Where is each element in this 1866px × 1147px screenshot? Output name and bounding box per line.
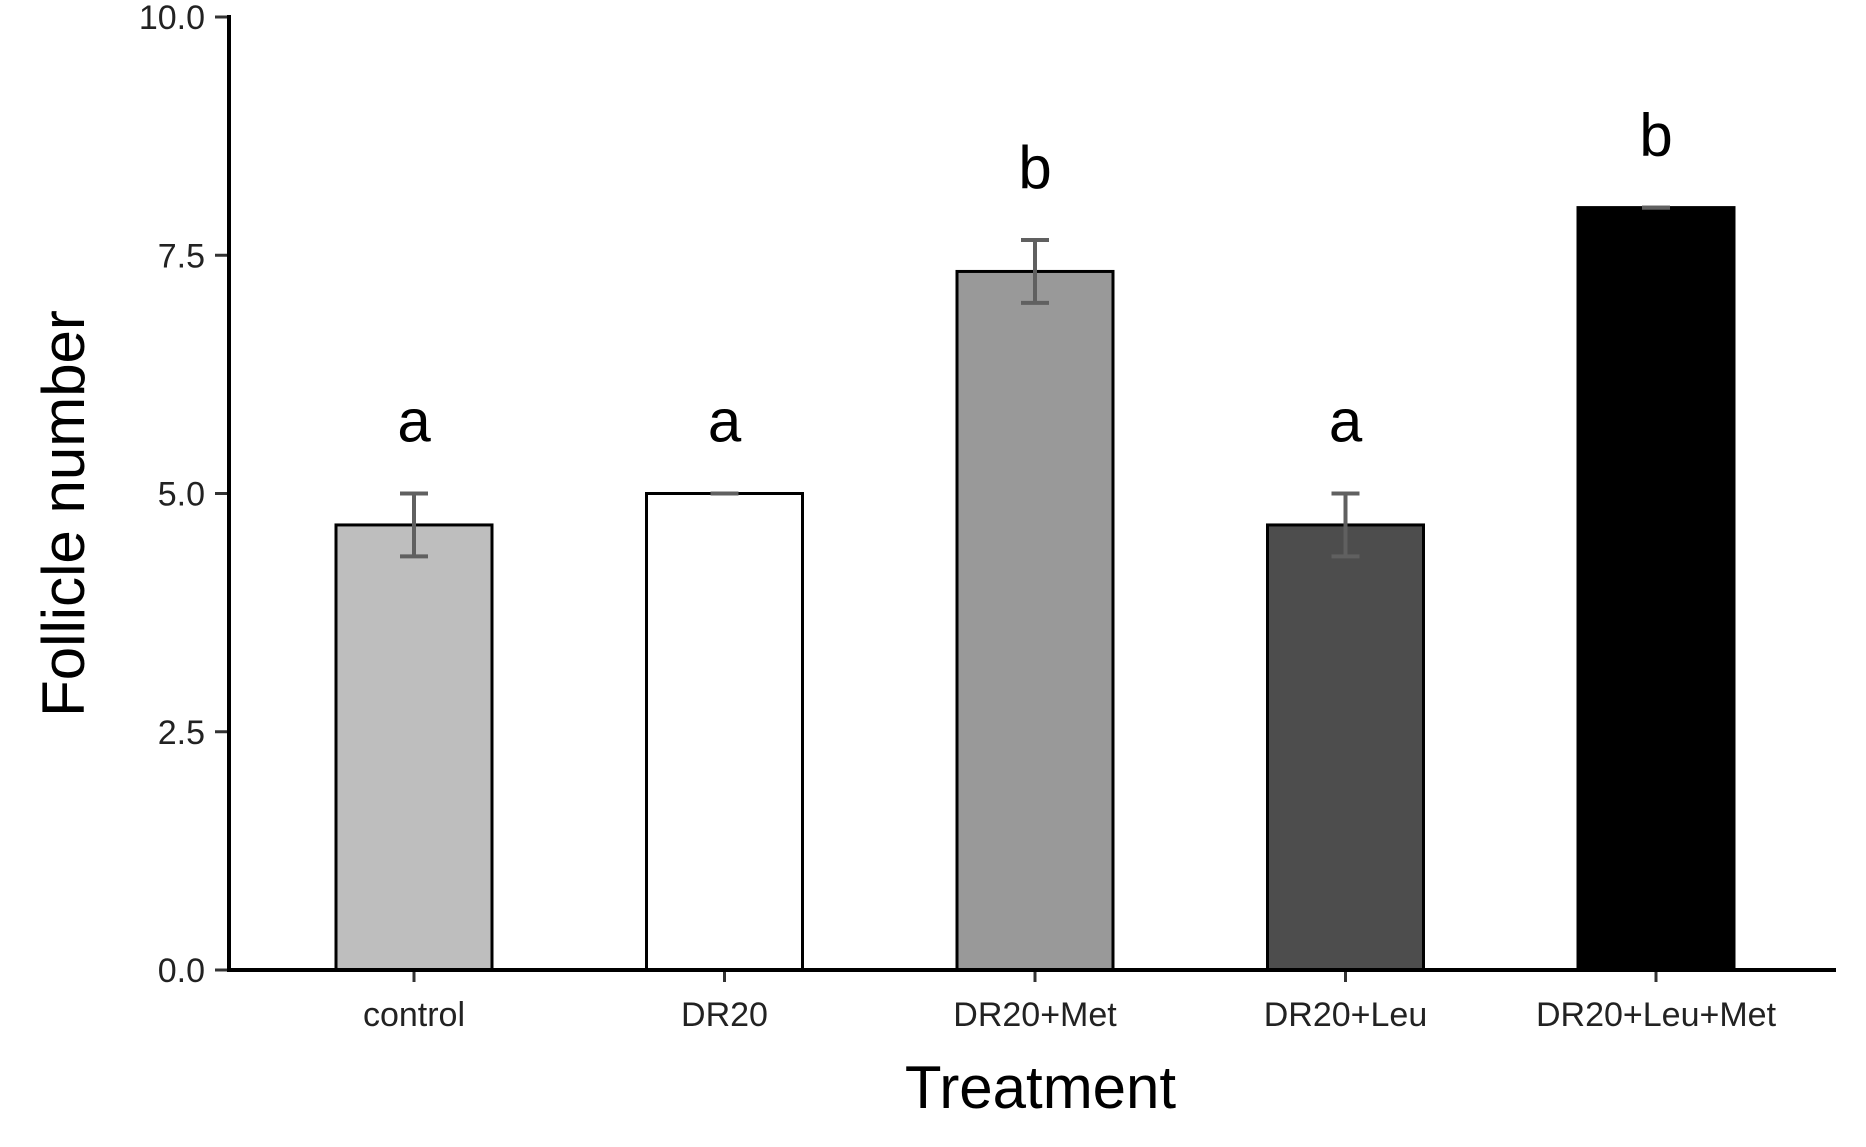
significance-label: a (397, 388, 431, 455)
y-axis-title: Follicle number (30, 310, 97, 717)
x-axis-ticks: control DR20 DR20+Met DR20+Leu DR20+Leu+Met (363, 970, 1777, 1034)
y-tick-label: 10.0 (139, 0, 205, 37)
y-tick-label: 2.5 (158, 714, 205, 752)
y-tick-label: 0.0 (158, 952, 205, 990)
y-tick-label: 7.5 (158, 237, 205, 275)
bar (955, 269, 1115, 972)
x-tick-label: DR20+Leu (1264, 996, 1428, 1034)
significance-label: a (1329, 388, 1363, 455)
bars (334, 206, 1736, 972)
error-bars (400, 205, 1670, 559)
error-bar (1331, 491, 1360, 559)
y-tick-label: 5.0 (158, 476, 205, 514)
x-axis-title: Treatment (905, 1054, 1177, 1121)
significance-label: b (1639, 102, 1672, 169)
x-tick-label: DR20+Met (953, 996, 1117, 1034)
significance-labels: a a b a b (397, 102, 1672, 455)
error-bar (1021, 238, 1049, 305)
significance-label: a (708, 388, 742, 455)
x-tick-label: control (363, 996, 465, 1034)
error-bar (400, 491, 428, 559)
x-tick-label: DR20 (681, 996, 768, 1034)
x-tick-label: DR20+Leu+Met (1536, 996, 1777, 1034)
y-axis-ticks: 0.0 2.5 5.0 7.5 10.0 (139, 0, 229, 990)
bar (334, 523, 494, 972)
bar (1576, 206, 1736, 972)
significance-label: b (1018, 134, 1051, 201)
bar (1266, 523, 1425, 972)
bar (645, 492, 804, 972)
